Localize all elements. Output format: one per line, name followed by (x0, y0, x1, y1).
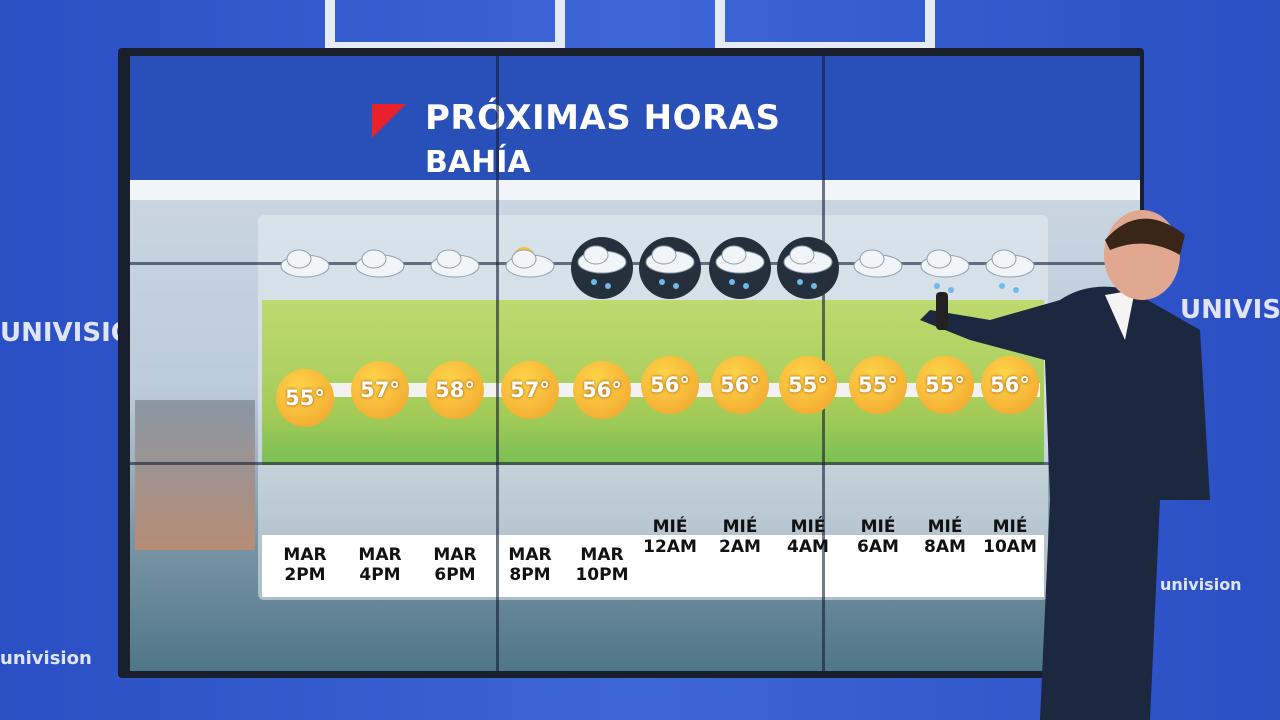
temperature: 55° (276, 369, 334, 427)
time-label: 4PM (359, 565, 401, 585)
time-label: 8AM (924, 537, 966, 557)
studio-frame (325, 0, 565, 52)
temperature: 56° (711, 356, 769, 414)
weather-icon (273, 240, 337, 308)
weather-icon (913, 240, 977, 308)
day-label: MAR (508, 545, 552, 565)
weather-icon (978, 240, 1042, 308)
time-label: 6AM (857, 537, 899, 557)
time-label: 6PM (434, 565, 476, 585)
temperature: 55° (916, 356, 974, 414)
temperature: 55° (849, 356, 907, 414)
title: PRÓXIMAS HORAS (425, 98, 781, 138)
day-label: MAR (283, 545, 327, 565)
time-label: 12AM (643, 537, 697, 557)
day-label: MAR (433, 545, 477, 565)
temperature: 58° (426, 361, 484, 419)
day-label: MIÉ (652, 517, 688, 537)
temperature: 57° (501, 361, 559, 419)
weather-icon (638, 236, 702, 304)
panel-seam (130, 462, 1140, 465)
weather-icon (498, 240, 562, 308)
flag-icon (372, 104, 406, 138)
time-label: 2AM (719, 537, 761, 557)
title-stripe (130, 180, 1140, 200)
time-label: 4AM (787, 537, 829, 557)
city (135, 400, 255, 550)
day-label: MIÉ (722, 517, 758, 537)
weather-icon (776, 236, 840, 304)
day-label: MIÉ (790, 517, 826, 537)
temperature: 56° (573, 361, 631, 419)
day-label: MIÉ (927, 517, 963, 537)
weather-icon (348, 240, 412, 308)
wall-logo: univision (1160, 575, 1242, 594)
wall-logo: univision (0, 648, 92, 669)
panel-seam (496, 56, 499, 671)
temperature: 56° (981, 356, 1039, 414)
wall-logo: UNIVISION (1180, 295, 1280, 325)
label-band (262, 535, 1044, 597)
temperature: 57° (351, 361, 409, 419)
weather-icon (570, 236, 634, 304)
weather-icon (423, 240, 487, 308)
temperature: 56° (641, 356, 699, 414)
time-label: 8PM (509, 565, 551, 585)
studio-frame (715, 0, 935, 52)
temperature: 55° (779, 356, 837, 414)
presenter (920, 210, 1210, 720)
subtitle: BAHÍA (425, 145, 531, 180)
weather-icon (846, 240, 910, 308)
time-label: 2PM (284, 565, 326, 585)
time-label: 10PM (575, 565, 629, 585)
weather-icon (708, 236, 772, 304)
day-label: MAR (358, 545, 402, 565)
time-label: 10AM (983, 537, 1037, 557)
day-label: MIÉ (860, 517, 896, 537)
day-label: MAR (580, 545, 624, 565)
day-label: MIÉ (992, 517, 1028, 537)
panel-seam (130, 262, 1140, 265)
